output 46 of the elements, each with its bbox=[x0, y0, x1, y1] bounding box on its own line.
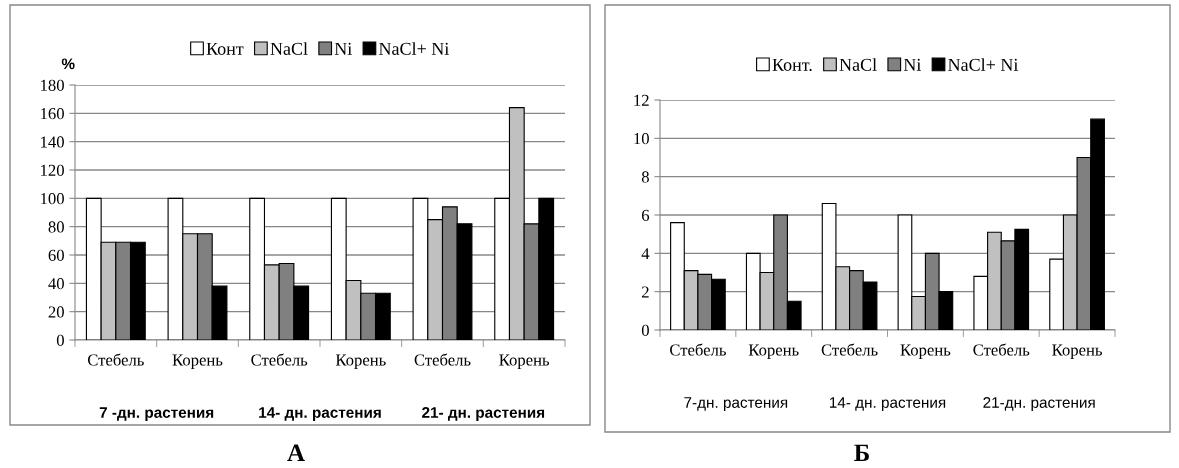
text: 21- дн. растения bbox=[422, 407, 545, 421]
y-tick-label: 140 bbox=[41, 136, 64, 148]
y-tick-label: 10 bbox=[634, 133, 649, 145]
text: Б bbox=[854, 444, 869, 462]
x-tick-label: Стебель bbox=[414, 353, 471, 366]
y-tick-label: 6 bbox=[641, 209, 650, 221]
y-tick-label: 2 bbox=[641, 286, 649, 298]
y-tick-label: 12 bbox=[634, 94, 649, 106]
legend-label: Ni bbox=[903, 58, 922, 71]
y-tick-label: 20 bbox=[48, 306, 64, 318]
x-tick-label: Стебель bbox=[251, 353, 308, 366]
legend-label: NaCl bbox=[839, 58, 877, 71]
legend-label: NaCl+ Ni bbox=[378, 42, 449, 55]
x-tick-label: Корень bbox=[748, 344, 799, 359]
legend-label: NaCl bbox=[270, 42, 308, 55]
y-tick-label: 100 bbox=[41, 193, 64, 205]
x-tick-label: Стебель bbox=[821, 343, 878, 356]
y-tick-label: 4 bbox=[641, 248, 650, 260]
x-tick-label: Корень bbox=[499, 354, 550, 369]
y-tick-label: 120 bbox=[41, 164, 64, 176]
y-tick-label: 40 bbox=[48, 278, 64, 290]
legend-label: Конт. bbox=[772, 58, 812, 71]
text: А bbox=[287, 444, 305, 462]
y-tick-label: 80 bbox=[48, 221, 64, 233]
text: 14- дн. растения bbox=[259, 407, 381, 421]
x-tick-label: Стебель bbox=[87, 353, 144, 366]
legend-label: Конт bbox=[206, 42, 244, 55]
text: 21-дн. растения bbox=[983, 397, 1095, 411]
x-tick-label: Корень bbox=[172, 354, 223, 369]
y-tick-label: 160 bbox=[41, 108, 64, 120]
text: 14- дн. растения bbox=[829, 397, 946, 411]
y-tick-label: 8 bbox=[641, 171, 649, 183]
text: 7-дн. растения bbox=[684, 397, 788, 411]
y-tick-label: 0 bbox=[641, 324, 649, 336]
y-tick-label: 180 bbox=[41, 79, 64, 91]
x-tick-label: Стебель bbox=[670, 343, 726, 356]
y-axis-title: % bbox=[61, 58, 75, 70]
x-tick-label: Стебель bbox=[973, 343, 1030, 356]
x-tick-label: Корень bbox=[335, 354, 386, 369]
x-tick-label: Корень bbox=[900, 344, 951, 359]
legend-label: NaCl+ Ni bbox=[948, 58, 1019, 71]
text: 7 -дн. растения bbox=[99, 407, 214, 421]
y-tick-label: 60 bbox=[48, 249, 64, 261]
y-tick-label: 0 bbox=[56, 334, 64, 346]
x-tick-label: Корень bbox=[1052, 344, 1103, 359]
legend-label: Ni bbox=[334, 42, 352, 55]
